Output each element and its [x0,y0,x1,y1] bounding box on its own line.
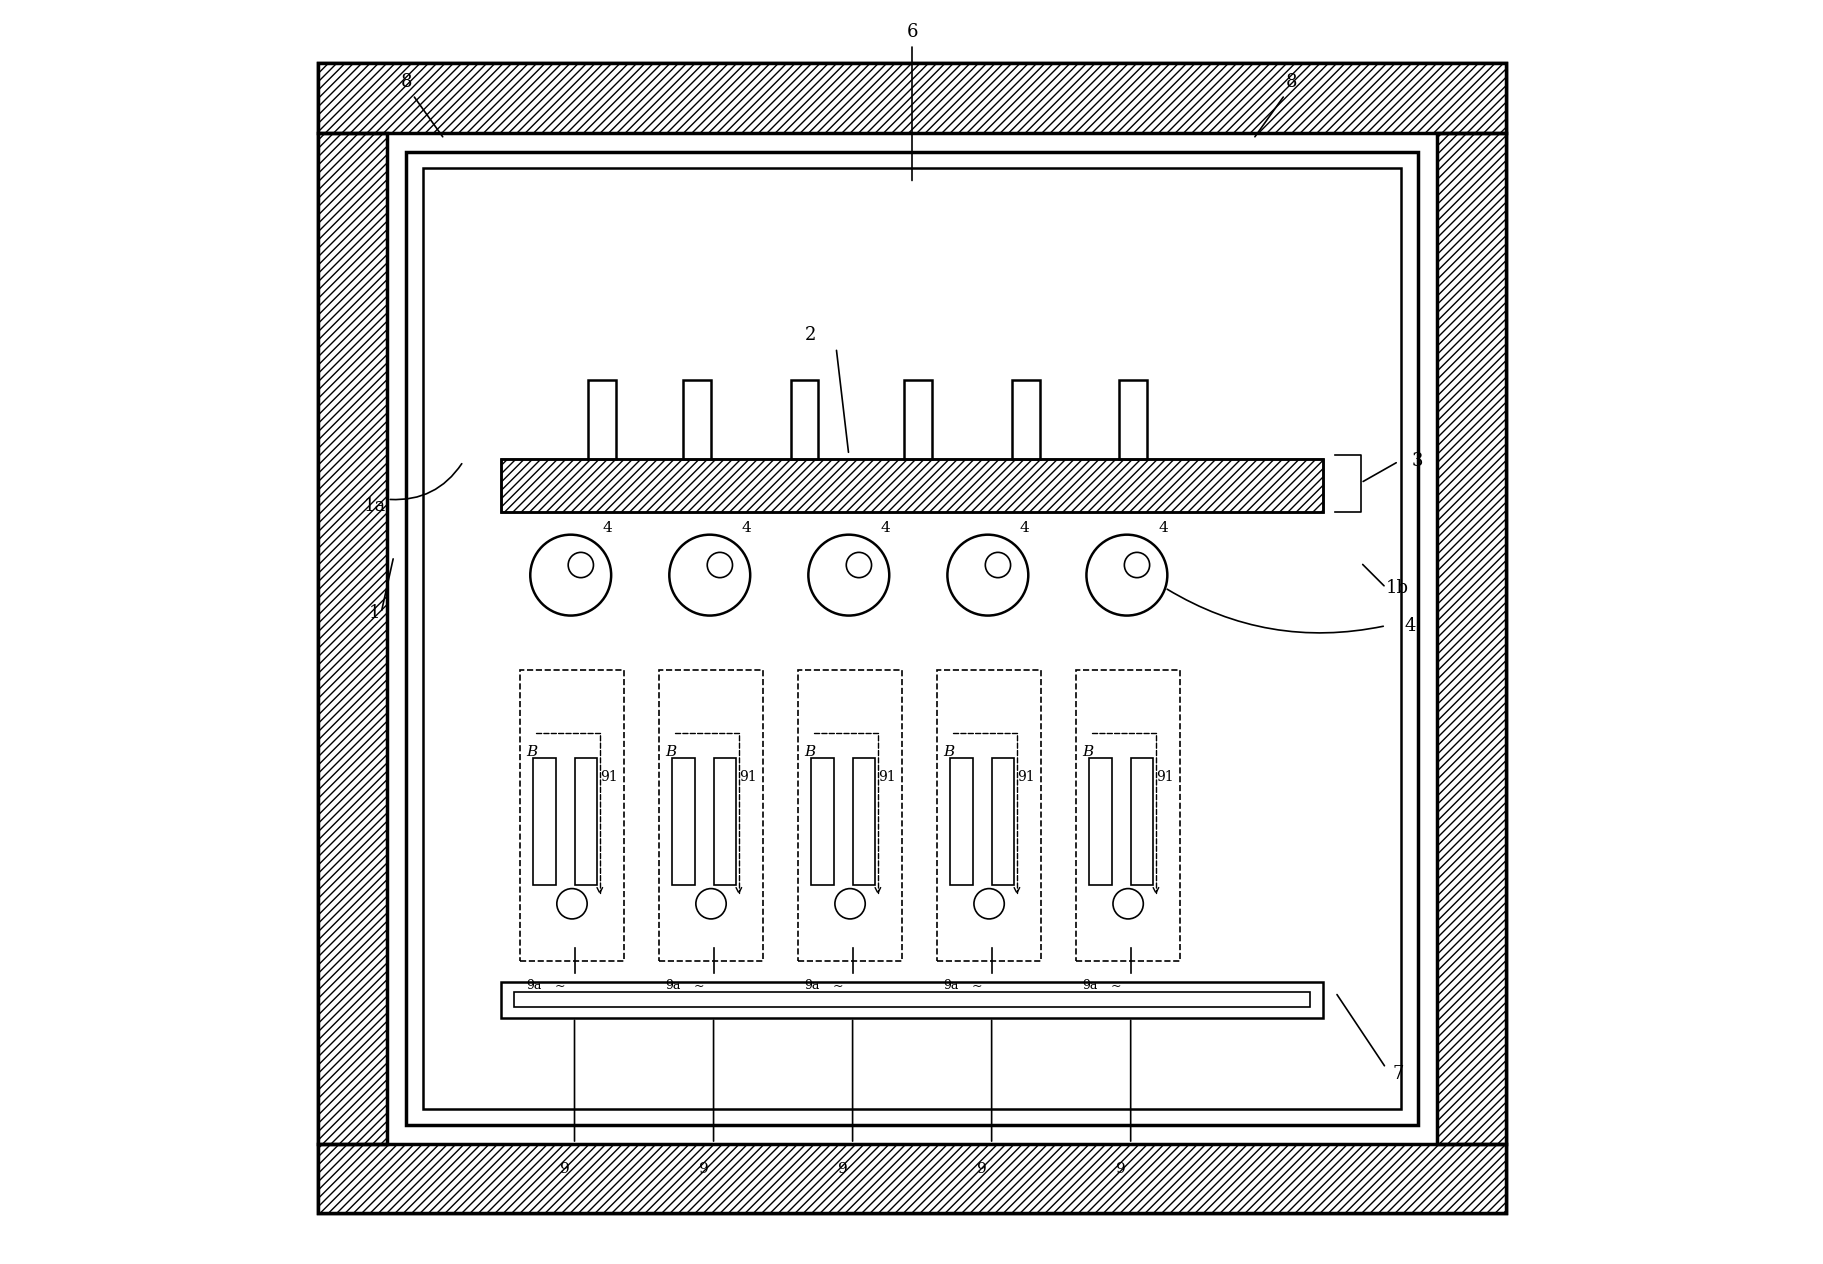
Circle shape [669,535,749,616]
Circle shape [696,889,726,919]
Bar [407,152,1416,1125]
Text: 4: 4 [740,521,751,535]
Text: 4: 4 [1158,521,1167,535]
Circle shape [1087,535,1167,616]
Text: ~: ~ [554,980,565,992]
Bar [317,63,1506,133]
Bar [1437,133,1506,1144]
Text: 1: 1 [368,604,381,622]
Text: 9a: 9a [942,980,959,992]
Text: 4: 4 [881,521,890,535]
Text: 1a: 1a [363,497,386,514]
Bar [1130,758,1152,885]
Text: 9: 9 [837,1162,848,1177]
Bar [317,133,386,1144]
Bar [1119,380,1147,459]
Bar [501,459,1322,512]
Bar [789,380,819,459]
Bar [514,992,1309,1007]
Text: 8: 8 [401,73,412,91]
Text: ~: ~ [831,980,842,992]
Circle shape [835,889,864,919]
Text: 91: 91 [877,770,895,785]
Text: 9: 9 [1116,1162,1125,1177]
Bar [937,670,1041,961]
Text: B: B [804,744,815,760]
Text: 9: 9 [975,1162,986,1177]
Text: 3: 3 [1411,453,1422,470]
Circle shape [973,889,1004,919]
Text: B: B [1083,744,1094,760]
Text: ~: ~ [1110,980,1121,992]
Text: 9a: 9a [665,980,680,992]
Bar [317,1144,1506,1213]
Bar [1437,133,1506,1144]
Circle shape [530,535,611,616]
Text: 91: 91 [1156,770,1172,785]
Bar [501,982,1322,1018]
Text: 4: 4 [1404,617,1415,635]
Text: 91: 91 [1017,770,1034,785]
Bar [1076,670,1179,961]
Bar [501,459,1322,512]
Circle shape [984,552,1010,578]
Text: B: B [665,744,676,760]
Bar [423,168,1400,1109]
Bar [950,758,972,885]
Bar [532,758,556,885]
Text: 91: 91 [600,770,616,785]
Bar [992,758,1014,885]
Bar [658,670,762,961]
Bar [684,380,711,459]
Circle shape [946,535,1028,616]
Circle shape [707,552,733,578]
Circle shape [846,552,871,578]
Bar [798,670,901,961]
Text: 1b: 1b [1385,579,1407,597]
Circle shape [556,889,587,919]
Text: 9a: 9a [527,980,541,992]
Bar [851,758,875,885]
Text: 7: 7 [1391,1066,1404,1083]
Bar [904,380,932,459]
Text: 6: 6 [906,23,917,40]
Text: 8: 8 [1285,73,1296,91]
Text: 9a: 9a [1083,980,1097,992]
Circle shape [569,552,592,578]
Circle shape [808,535,890,616]
Circle shape [1112,889,1143,919]
Bar [1088,758,1110,885]
Bar [317,1144,1506,1213]
Text: 2: 2 [804,326,817,344]
Text: B: B [942,744,953,760]
Text: 9a: 9a [804,980,820,992]
Text: ~: ~ [972,980,981,992]
Text: 91: 91 [738,770,757,785]
Bar [589,380,616,459]
Bar [574,758,596,885]
Bar [520,670,623,961]
Text: B: B [527,744,538,760]
Bar [811,758,833,885]
Bar [317,63,1506,133]
Text: ~: ~ [693,980,704,992]
Bar [317,133,386,1144]
Bar [1012,380,1039,459]
Bar [671,758,695,885]
Circle shape [1123,552,1148,578]
Text: 9: 9 [698,1162,707,1177]
Text: 4: 4 [602,521,613,535]
Bar [713,758,736,885]
Text: 9: 9 [560,1162,569,1177]
Text: 4: 4 [1019,521,1028,535]
